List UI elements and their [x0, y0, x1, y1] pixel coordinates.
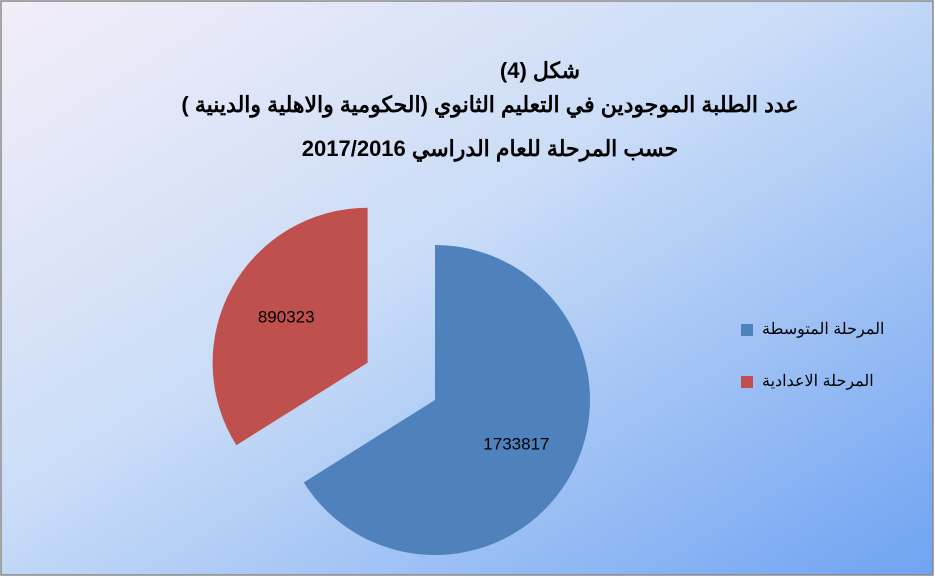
- data-label: 1733817: [483, 434, 549, 453]
- legend-swatch: [741, 376, 753, 388]
- chart-title: شكل (4): [500, 58, 580, 83]
- pie-slice: [212, 207, 368, 446]
- chart-title: عدد الطلبة الموجودين في التعليم الثانوي …: [181, 92, 798, 118]
- chart-title: حسب المرحلة للعام الدراسي 2017/2016: [302, 136, 678, 162]
- pie-slice: [303, 245, 590, 555]
- legend-label: المرحلة الاعدادية: [762, 373, 874, 390]
- legend-swatch: [741, 324, 753, 336]
- data-label: 890323: [258, 307, 315, 326]
- legend-label: المرحلة المتوسطة: [762, 321, 884, 338]
